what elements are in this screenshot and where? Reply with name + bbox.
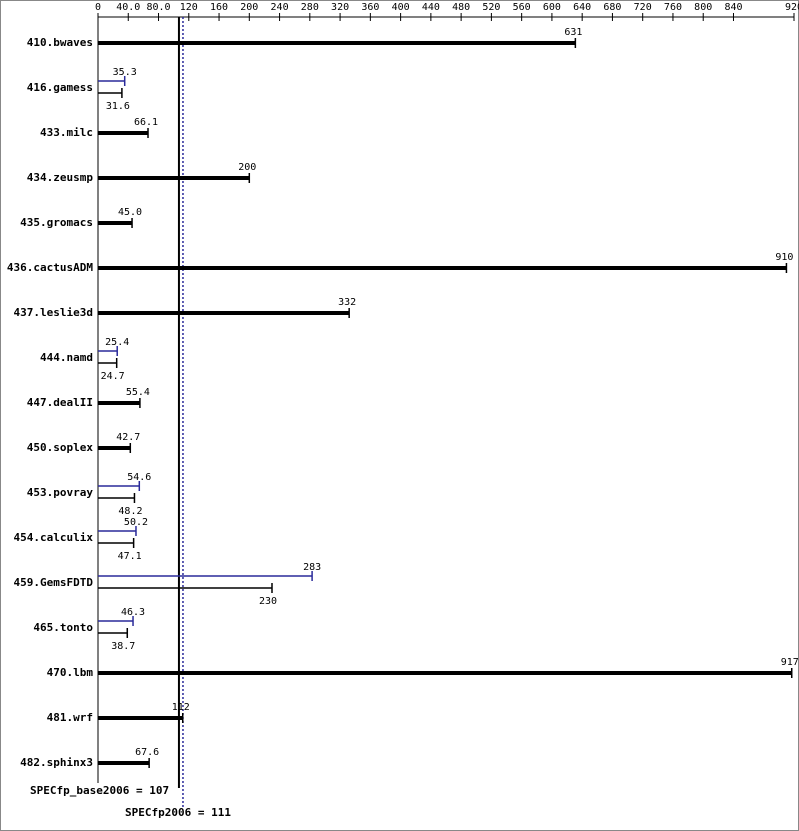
category-label: 416.gamess [27,81,93,94]
category-label: 454.calculix [14,531,94,544]
x-tick-label: 360 [361,2,379,13]
x-tick-label: 680 [603,2,621,13]
x-tick-label: 520 [482,2,500,13]
x-tick-label: 920 [785,2,799,13]
value-label: 112 [172,702,190,713]
x-tick-label: 640 [573,2,591,13]
value-label: 35.3 [113,67,137,78]
x-tick-label: 560 [513,2,531,13]
category-label: 434.zeusmp [27,171,94,184]
x-tick-label: 800 [694,2,712,13]
value-label: 38.7 [111,641,135,652]
x-tick-label: 440 [422,2,440,13]
x-tick-label: 760 [664,2,682,13]
category-label: 481.wrf [47,711,93,724]
category-label: 444.namd [40,351,93,364]
x-tick-label: 200 [240,2,258,13]
value-label: 25.4 [105,337,129,348]
value-label: 50.2 [124,517,148,528]
category-label: 459.GemsFDTD [14,576,94,589]
reference-label: SPECfp2006 = 111 [125,806,231,819]
x-tick-label: 40.0 [116,2,140,13]
x-tick-label: 400 [392,2,410,13]
value-label: 46.3 [121,607,145,618]
x-tick-label: 720 [634,2,652,13]
value-label: 332 [338,297,356,308]
category-label: 410.bwaves [27,36,93,49]
value-label: 631 [564,27,582,38]
reference-label: SPECfp_base2006 = 107 [30,784,169,797]
category-label: 447.dealII [27,396,93,409]
x-tick-label: 480 [452,2,470,13]
value-label: 45.0 [118,207,142,218]
category-label: 465.tonto [33,621,93,634]
category-label: 433.milc [40,126,93,139]
x-tick-label: 120 [180,2,198,13]
category-label: 482.sphinx3 [20,756,93,769]
x-tick-label: 0 [95,2,101,13]
x-tick-label: 840 [724,2,742,13]
value-label: 54.6 [127,472,151,483]
category-label: 470.lbm [47,666,94,679]
value-label: 67.6 [135,747,159,758]
x-tick-label: 80.0 [146,2,170,13]
x-tick-label: 320 [331,2,349,13]
category-label: 453.povray [27,486,94,499]
x-tick-label: 160 [210,2,228,13]
value-label: 200 [238,162,256,173]
value-label: 66.1 [134,117,158,128]
value-label: 283 [303,562,321,573]
x-tick-label: 600 [543,2,561,13]
value-label: 917 [781,657,799,668]
value-label: 47.1 [118,551,142,562]
category-label: 450.soplex [27,441,94,454]
value-label: 48.2 [118,506,142,517]
value-label: 42.7 [116,432,140,443]
value-label: 55.4 [126,387,150,398]
x-tick-label: 280 [301,2,319,13]
value-label: 910 [775,252,793,263]
value-label: 230 [259,596,277,607]
value-label: 31.6 [106,101,130,112]
x-tick-label: 240 [271,2,289,13]
category-label: 436.cactusADM [7,261,93,274]
category-label: 435.gromacs [20,216,93,229]
value-label: 24.7 [101,371,125,382]
category-label: 437.leslie3d [14,306,93,319]
